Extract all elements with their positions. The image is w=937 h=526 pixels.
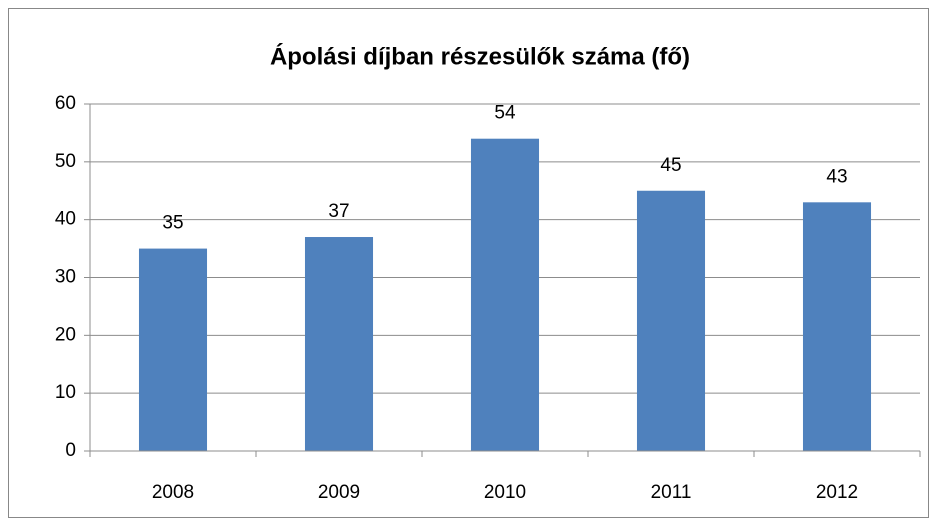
y-tick-label: 50 <box>55 151 76 172</box>
y-tick-label: 40 <box>55 209 76 230</box>
data-label: 37 <box>328 201 349 222</box>
data-label: 43 <box>826 166 847 187</box>
x-tick-label: 2009 <box>318 482 360 503</box>
x-tick-label: 2010 <box>484 482 526 503</box>
y-tick-label: 20 <box>55 324 76 345</box>
y-tick-label: 60 <box>55 93 76 114</box>
y-tick-label: 10 <box>55 382 76 403</box>
x-tick-label: 2008 <box>152 482 194 503</box>
x-tick-label: 2012 <box>816 482 858 503</box>
bar <box>636 190 706 451</box>
bar <box>304 237 374 451</box>
bar <box>470 138 540 451</box>
bar <box>802 202 872 451</box>
x-tick-label: 2011 <box>651 482 692 503</box>
data-label: 54 <box>494 103 516 124</box>
data-label: 45 <box>660 155 681 176</box>
bar <box>138 248 208 451</box>
y-tick-label: 30 <box>55 267 76 288</box>
y-tick-label: 0 <box>65 440 76 461</box>
chart-title: Ápolási díjban részesülők száma (fő) <box>270 42 690 70</box>
data-label: 35 <box>162 213 183 234</box>
